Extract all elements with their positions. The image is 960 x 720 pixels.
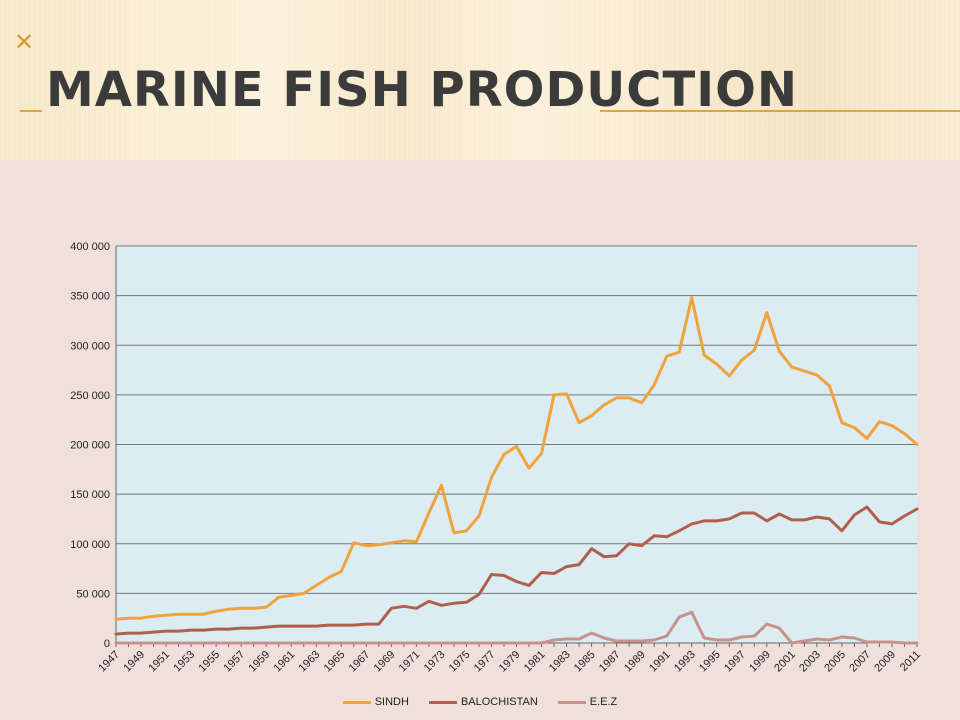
legend-label: E.E.Z [589, 696, 618, 708]
x-tick-label: 1951 [146, 649, 172, 675]
y-tick-label: 400 000 [70, 241, 110, 253]
legend-swatch [342, 700, 371, 704]
x-tick-label: 1997 [722, 649, 748, 675]
title-underline-right [600, 110, 960, 112]
x-tick-label: 1977 [472, 649, 498, 675]
legend-label: SINDH [374, 696, 409, 708]
axes [115, 246, 918, 647]
x-tick-label: 1971 [397, 649, 423, 675]
y-tick-label: 0 [104, 638, 110, 650]
x-tick-label: 1957 [221, 649, 247, 675]
legend-swatch [557, 700, 586, 704]
x-tick-label: 1983 [547, 649, 573, 675]
x-tick-label: 1973 [422, 649, 448, 675]
x-tick-label: 1953 [171, 649, 197, 675]
legend-swatch [428, 700, 457, 704]
y-tick-labels: 0 50 000 100 000 150 000 200 000 250 000 300 0… [70, 241, 110, 650]
x-tick-label: 1991 [647, 649, 673, 675]
legend-item: BALOCHISTAN [428, 692, 538, 712]
y-tick-label: 200 000 [70, 440, 110, 452]
x-tick-label: 1979 [497, 649, 523, 675]
x-tick-label: 1955 [196, 649, 222, 675]
x-tick-label: 2009 [872, 649, 898, 675]
x-tick-label: 2011 [898, 649, 923, 674]
title-underline-left [20, 110, 42, 112]
series-line-balochistan [114, 505, 919, 636]
legend-label: BALOCHISTAN [460, 696, 538, 708]
x-tick-label: 1947 [96, 649, 122, 675]
x-tick-label: 1961 [272, 649, 298, 675]
x-tick-label: 1999 [747, 649, 773, 675]
x-tick-label: 1985 [572, 649, 598, 675]
series-line-e-e-z [114, 610, 919, 645]
x-tick-label: 2001 [772, 649, 798, 675]
title-banner [0, 0, 960, 160]
x-tick-label: 1989 [622, 649, 648, 675]
x-tick-label: 1981 [522, 649, 548, 675]
x-tick-label: 2003 [797, 649, 823, 675]
x-tick-labels: 1947 1949 1951 1953 1955 1957 1959 1961 1963 1965… [96, 649, 923, 675]
slide-title: MARINE FISH PRODUCTION [46, 62, 799, 118]
x-tick-label: 1993 [672, 649, 698, 675]
x-tick-label: 1959 [247, 649, 273, 675]
bullet-x-icon: ✕ [14, 28, 35, 56]
x-tick-label: 2005 [822, 649, 848, 675]
x-tick-label: 1995 [697, 649, 723, 675]
x-tick-label: 1963 [297, 649, 323, 675]
x-tick-label: 1987 [597, 649, 623, 675]
y-tick-label: 350 000 [70, 291, 110, 303]
x-tick-label: 1949 [121, 649, 147, 675]
x-tick-label: 2007 [847, 649, 873, 675]
x-tick-label: 1969 [372, 649, 398, 675]
y-tick-label: 50 000 [76, 588, 110, 600]
legend-item: E.E.Z [557, 692, 618, 712]
series-line-sindh [114, 296, 919, 621]
x-tick-label: 1965 [322, 649, 348, 675]
series-lines [114, 296, 919, 645]
x-tick-label: 1975 [447, 649, 473, 675]
legend-item: SINDH [342, 692, 409, 712]
y-tick-label: 150 000 [70, 489, 110, 501]
chart-legend: SINDH BALOCHISTAN E.E.Z [0, 692, 960, 712]
y-tick-label: 300 000 [70, 340, 110, 352]
y-tick-label: 250 000 [70, 390, 110, 402]
x-tick-label: 1967 [347, 649, 373, 675]
y-tick-label: 100 000 [70, 539, 110, 551]
